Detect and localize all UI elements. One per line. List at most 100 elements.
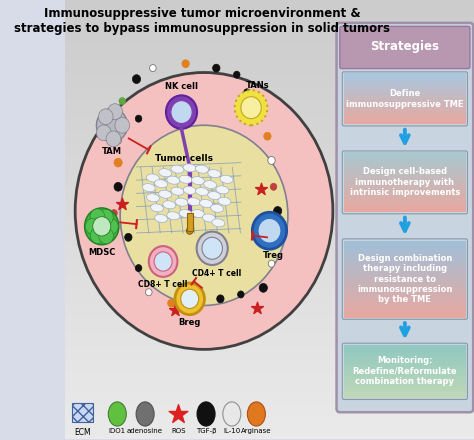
Text: ECM: ECM: [74, 429, 91, 437]
FancyBboxPatch shape: [337, 23, 473, 412]
Text: CD8+ T cell: CD8+ T cell: [138, 280, 188, 290]
Circle shape: [132, 75, 141, 84]
Text: Monitoring:
Redefine/Reformulate
combination therapy: Monitoring: Redefine/Reformulate combina…: [353, 356, 457, 386]
Circle shape: [114, 158, 122, 167]
Circle shape: [258, 218, 281, 243]
Text: Immunosuppressive tumor microenvironment &
strategies to bypass immunosuppressio: Immunosuppressive tumor microenvironment…: [14, 7, 390, 35]
Circle shape: [93, 216, 111, 236]
Circle shape: [135, 115, 142, 122]
Circle shape: [252, 212, 287, 249]
FancyBboxPatch shape: [187, 213, 192, 231]
Circle shape: [146, 289, 152, 296]
Circle shape: [119, 98, 126, 105]
Ellipse shape: [175, 198, 188, 206]
Ellipse shape: [218, 197, 231, 205]
Circle shape: [154, 252, 172, 271]
Circle shape: [90, 209, 105, 225]
Ellipse shape: [212, 219, 225, 227]
Text: TGF-β: TGF-β: [196, 429, 216, 434]
Circle shape: [259, 283, 267, 292]
Text: Design cell-based
immunotherapy with
intrinsic improvements: Design cell-based immunotherapy with int…: [350, 168, 460, 197]
Ellipse shape: [191, 209, 204, 218]
Text: Define
immunosuppressive TME: Define immunosuppressive TME: [346, 89, 464, 109]
Circle shape: [255, 108, 263, 116]
Ellipse shape: [155, 180, 168, 188]
Circle shape: [268, 260, 275, 267]
Circle shape: [85, 218, 100, 234]
Ellipse shape: [204, 180, 217, 189]
Ellipse shape: [183, 164, 196, 172]
Circle shape: [97, 125, 111, 141]
Text: MDSC: MDSC: [88, 248, 116, 257]
Point: [174, 411, 182, 418]
Ellipse shape: [179, 175, 192, 183]
Circle shape: [103, 218, 118, 234]
Circle shape: [115, 137, 121, 144]
Text: NK cell: NK cell: [165, 82, 198, 91]
Ellipse shape: [159, 169, 172, 177]
Circle shape: [202, 237, 222, 259]
Ellipse shape: [200, 199, 212, 208]
Ellipse shape: [167, 176, 180, 184]
FancyArrowPatch shape: [401, 129, 409, 143]
Text: CD4+ T cell: CD4+ T cell: [191, 269, 241, 278]
Text: IDO1: IDO1: [109, 429, 126, 434]
Ellipse shape: [187, 198, 201, 206]
Ellipse shape: [223, 402, 241, 426]
Circle shape: [108, 104, 122, 120]
Circle shape: [273, 234, 279, 241]
Ellipse shape: [191, 176, 204, 185]
Ellipse shape: [195, 165, 209, 173]
Circle shape: [273, 206, 282, 215]
Circle shape: [75, 73, 333, 349]
Circle shape: [84, 208, 119, 245]
Circle shape: [181, 289, 199, 308]
Circle shape: [175, 283, 204, 315]
Ellipse shape: [179, 209, 192, 218]
Circle shape: [114, 183, 122, 191]
Ellipse shape: [202, 214, 215, 222]
Circle shape: [150, 65, 156, 72]
Circle shape: [244, 89, 250, 96]
Point: [257, 185, 265, 192]
Circle shape: [135, 264, 142, 271]
Circle shape: [182, 60, 189, 68]
Ellipse shape: [208, 191, 221, 200]
Circle shape: [237, 291, 244, 298]
Ellipse shape: [208, 169, 221, 178]
Circle shape: [168, 299, 175, 307]
Circle shape: [213, 64, 220, 72]
Circle shape: [234, 71, 240, 78]
Ellipse shape: [216, 186, 229, 194]
Circle shape: [264, 132, 271, 140]
Ellipse shape: [171, 187, 184, 195]
Circle shape: [217, 295, 224, 303]
Ellipse shape: [108, 402, 126, 426]
Text: Treg: Treg: [263, 251, 284, 260]
Circle shape: [120, 125, 288, 305]
Text: Design combination
therapy including
resistance to
immunosuppression
by the TME: Design combination therapy including res…: [357, 254, 453, 304]
Circle shape: [186, 227, 193, 234]
Text: adenosine: adenosine: [127, 429, 163, 434]
Text: Arginase: Arginase: [241, 429, 272, 434]
Ellipse shape: [171, 165, 184, 173]
Ellipse shape: [146, 174, 159, 182]
Circle shape: [99, 228, 113, 244]
Circle shape: [96, 109, 128, 142]
Circle shape: [115, 117, 129, 133]
Ellipse shape: [220, 175, 233, 183]
Circle shape: [99, 209, 113, 225]
Text: Strategies: Strategies: [370, 40, 439, 53]
Ellipse shape: [167, 212, 180, 220]
Ellipse shape: [210, 204, 224, 213]
Circle shape: [125, 233, 132, 241]
Point: [254, 304, 261, 311]
Circle shape: [111, 209, 117, 216]
FancyArrowPatch shape: [401, 323, 409, 335]
Circle shape: [149, 246, 177, 277]
Ellipse shape: [195, 187, 209, 196]
FancyBboxPatch shape: [73, 403, 93, 422]
Ellipse shape: [163, 201, 176, 209]
Circle shape: [171, 101, 192, 124]
Ellipse shape: [247, 402, 265, 426]
